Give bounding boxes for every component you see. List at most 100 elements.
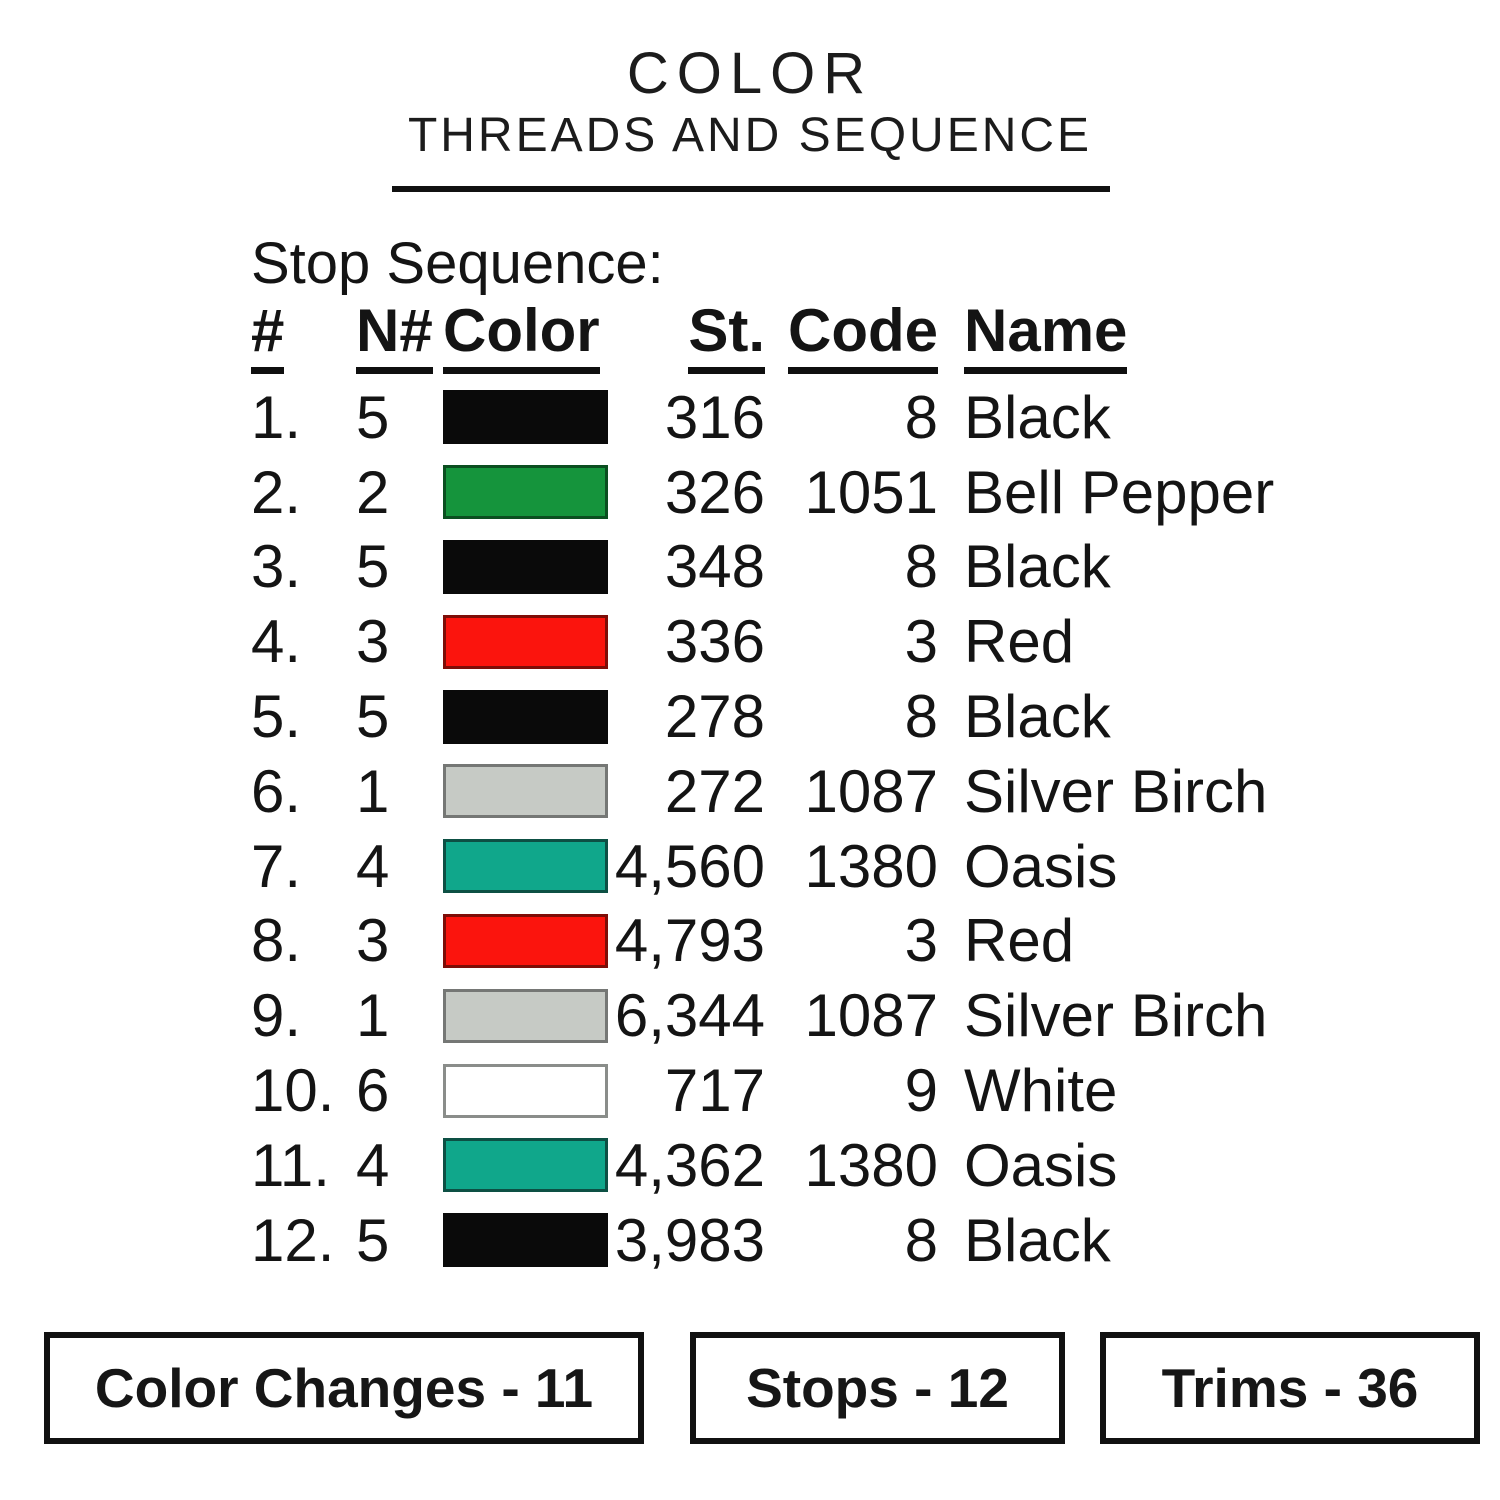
needle-number: 5 <box>356 383 390 451</box>
column-header-stitches-cell: St. <box>608 296 765 374</box>
needle-number: 2 <box>356 458 390 526</box>
needle-number: 3 <box>356 907 390 975</box>
stitch-count: 4,793 <box>614 907 765 975</box>
row-number: 11. <box>251 1131 330 1199</box>
stitch-count: 326 <box>664 458 765 526</box>
thread-name: Black <box>964 383 1111 451</box>
stitch-count: 4,560 <box>614 832 765 900</box>
color-swatch <box>443 913 608 968</box>
page-subtitle: THREADS AND SEQUENCE <box>407 109 1093 162</box>
table-header-row: # N# Color St. Code Name <box>251 297 1274 380</box>
thread-name: Oasis <box>964 1131 1118 1199</box>
stitch-count: 3,983 <box>614 1206 765 1274</box>
table-row: 1. 5 316 8 Black <box>251 380 1274 455</box>
needle-number: 6 <box>356 1057 390 1125</box>
thread-code: 8 <box>904 533 938 601</box>
color-swatch <box>443 1138 608 1193</box>
row-number: 9. <box>251 982 302 1050</box>
needle-number: 3 <box>356 608 390 676</box>
needle-number: 5 <box>356 1206 390 1274</box>
row-number: 4. <box>251 608 302 676</box>
thread-code: 1087 <box>804 982 938 1050</box>
table-row: 9. 1 6,344 1087 Silver Birch <box>251 978 1274 1053</box>
thread-name: Black <box>964 683 1111 751</box>
needle-number: 1 <box>356 757 390 825</box>
stitch-count: 316 <box>664 383 765 451</box>
thread-code: 8 <box>904 1206 938 1274</box>
thread-code: 3 <box>904 608 938 676</box>
column-header-needle: N# <box>356 296 433 374</box>
stitch-count: 348 <box>664 533 765 601</box>
table-row: 11. 4 4,362 1380 Oasis <box>251 1128 1274 1203</box>
column-header-name: Name <box>964 296 1128 374</box>
row-number: 12. <box>251 1206 335 1274</box>
row-number: 7. <box>251 832 302 900</box>
color-swatch <box>443 839 608 894</box>
color-swatch <box>443 614 608 669</box>
column-header-code: Code <box>788 296 938 374</box>
thread-table: # N# Color St. Code Name 1. 5 316 8 Blac… <box>251 297 1274 1278</box>
thread-code: 8 <box>904 683 938 751</box>
needle-number: 1 <box>356 982 390 1050</box>
row-number: 3. <box>251 533 302 601</box>
color-swatch <box>443 764 608 819</box>
needle-number: 4 <box>356 1131 390 1199</box>
table-row: 4. 3 336 3 Red <box>251 604 1274 679</box>
column-header-number-cell: # <box>251 296 356 374</box>
thread-name: White <box>964 1057 1118 1125</box>
stitch-count: 6,344 <box>614 982 765 1050</box>
needle-number: 5 <box>356 533 390 601</box>
trims-box: Trims - 36 <box>1100 1332 1480 1444</box>
color-swatch <box>443 390 608 445</box>
row-number: 10. <box>251 1057 335 1125</box>
stitch-count: 336 <box>664 608 765 676</box>
color-changes-box: Color Changes - 11 <box>44 1332 644 1444</box>
needle-number: 4 <box>356 832 390 900</box>
color-swatch <box>443 689 608 744</box>
thread-code: 1380 <box>804 832 938 900</box>
table-row: 5. 5 278 8 Black <box>251 679 1274 754</box>
thread-code: 1051 <box>804 458 938 526</box>
thread-code: 1087 <box>804 757 938 825</box>
stitch-count: 278 <box>664 683 765 751</box>
table-row: 6. 1 272 1087 Silver Birch <box>251 754 1274 829</box>
table-row: 7. 4 4,560 1380 Oasis <box>251 829 1274 904</box>
thread-name: Black <box>964 1206 1111 1274</box>
row-number: 8. <box>251 907 302 975</box>
row-number: 2. <box>251 458 302 526</box>
stitch-count: 272 <box>664 757 765 825</box>
thread-code: 3 <box>904 907 938 975</box>
stitch-count: 4,362 <box>614 1131 765 1199</box>
column-header-needle-cell: N# <box>356 296 443 374</box>
column-header-name-cell: Name <box>938 296 1128 374</box>
row-number: 1. <box>251 383 302 451</box>
color-changes-label: Color Changes - 11 <box>94 1357 594 1419</box>
thread-name: Red <box>964 907 1075 975</box>
title-underline <box>392 186 1110 192</box>
thread-name: Silver Birch <box>964 982 1268 1050</box>
column-header-color: Color <box>443 296 600 374</box>
needle-number: 5 <box>356 683 390 751</box>
color-swatch <box>443 988 608 1043</box>
table-row: 2. 2 326 1051 Bell Pepper <box>251 455 1274 530</box>
table-body: 1. 5 316 8 Black 2. 2 326 1051 Bell Pepp… <box>251 380 1274 1278</box>
column-header-code-cell: Code <box>765 296 938 374</box>
column-header-stitches: St. <box>688 296 765 374</box>
color-swatch <box>443 539 608 594</box>
column-header-number: # <box>251 296 285 374</box>
thread-code: 1380 <box>804 1131 938 1199</box>
trims-label: Trims - 36 <box>1161 1357 1419 1419</box>
row-number: 6. <box>251 757 302 825</box>
color-swatch <box>443 1213 608 1268</box>
row-number: 5. <box>251 683 302 751</box>
thread-name: Silver Birch <box>964 757 1268 825</box>
stop-sequence-label: Stop Sequence: <box>251 231 664 296</box>
thread-name: Black <box>964 533 1111 601</box>
table-row: 12. 5 3,983 8 Black <box>251 1203 1274 1278</box>
thread-name: Bell Pepper <box>964 458 1275 526</box>
thread-code: 8 <box>904 383 938 451</box>
stops-label: Stops - 12 <box>746 1357 1009 1419</box>
column-header-color-cell: Color <box>443 296 608 374</box>
stops-box: Stops - 12 <box>690 1332 1065 1444</box>
